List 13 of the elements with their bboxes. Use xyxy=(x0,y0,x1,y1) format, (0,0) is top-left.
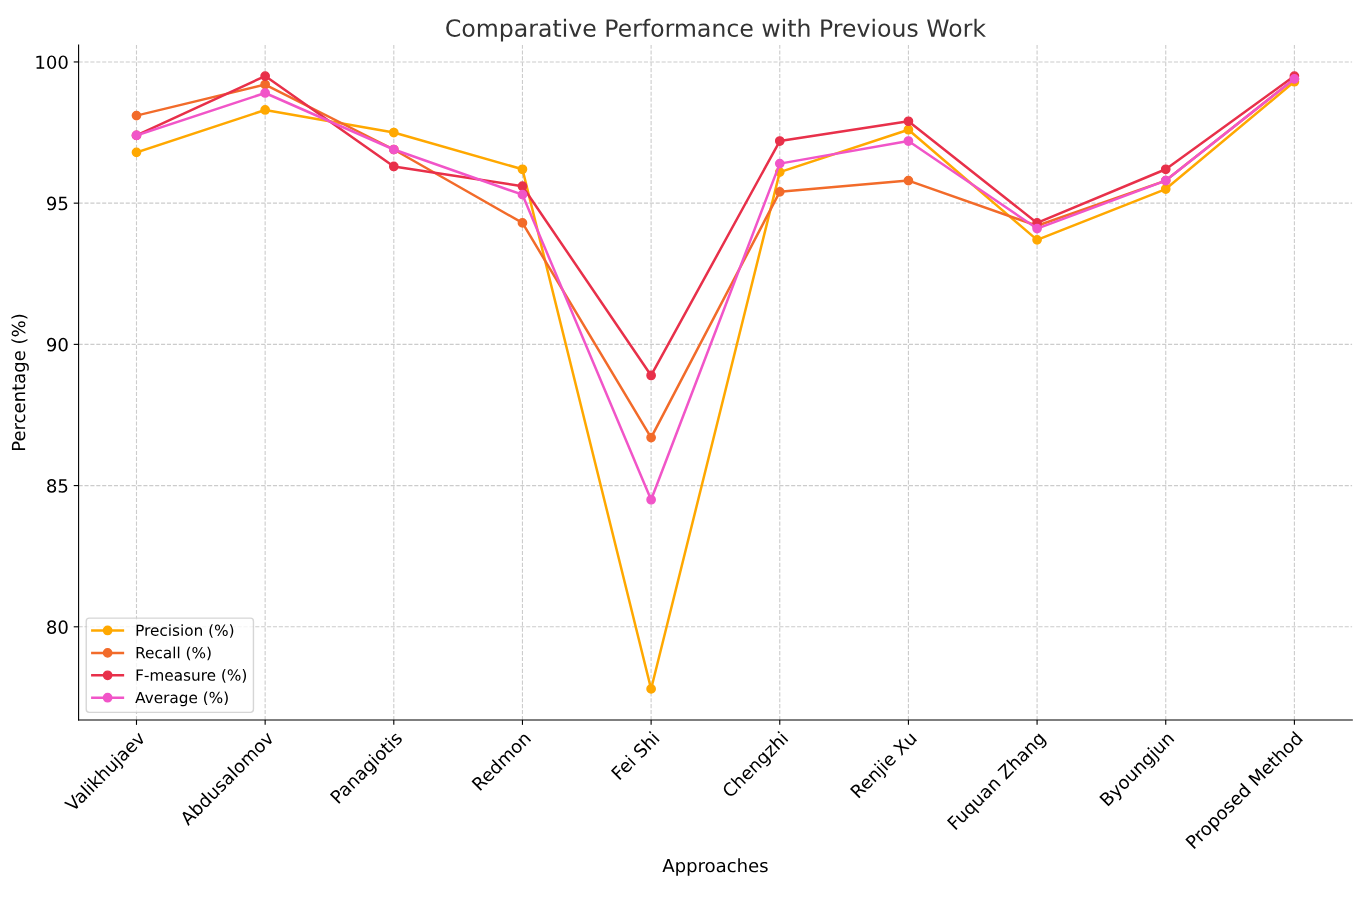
y-axis-title: Percentage (%) xyxy=(11,314,29,450)
y-tick-label: 90 xyxy=(47,337,68,352)
legend-label: Precision (%) xyxy=(136,624,234,638)
legend-label: Average (%) xyxy=(135,691,228,707)
y-tick-label: 95 xyxy=(47,196,68,211)
x-tick-label: Fei Shi xyxy=(610,730,660,781)
x-axis-title: Approaches xyxy=(662,858,768,876)
chart-title: Comparative Performance with Previous Work xyxy=(446,18,986,42)
y-tick-label: 85 xyxy=(47,479,68,493)
legend-label: Recall (%) xyxy=(136,646,211,661)
legend-label: F-measure (%) xyxy=(136,669,247,683)
y-tick-label: 100 xyxy=(36,55,68,70)
y-tick-label: 80 xyxy=(47,620,68,634)
